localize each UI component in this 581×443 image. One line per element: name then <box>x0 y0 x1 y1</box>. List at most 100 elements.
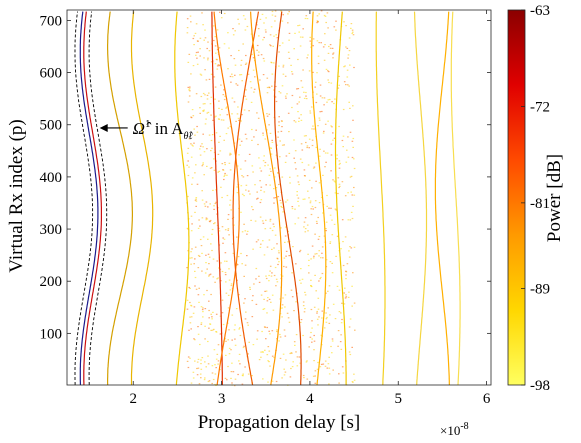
scatter-point <box>235 308 238 310</box>
x-tick-label: 4 <box>306 391 314 407</box>
scatter-point <box>239 327 241 329</box>
scatter-point <box>208 263 210 265</box>
scatter-point <box>290 367 292 370</box>
scatter-point <box>202 146 204 148</box>
scatter-point <box>346 263 349 265</box>
scatter-point <box>196 361 199 363</box>
scatter-point <box>271 141 274 143</box>
scatter-point <box>238 360 240 362</box>
scatter-point <box>258 35 260 37</box>
scatter-point <box>216 29 219 31</box>
scatter-point <box>210 96 213 98</box>
colorbar-tick-label: -98 <box>530 378 550 394</box>
scatter-point <box>345 25 347 27</box>
scatter-point <box>276 144 278 146</box>
scatter-point <box>256 44 259 47</box>
scatter-point <box>281 206 283 208</box>
scatter-point <box>197 51 199 53</box>
scatter-point <box>236 192 239 194</box>
scatter-point <box>338 311 341 313</box>
scatter-point <box>279 92 282 94</box>
scatter-point <box>250 33 253 35</box>
scatter-point <box>263 191 266 193</box>
scatter-point <box>234 344 237 346</box>
scatter-point <box>338 75 340 77</box>
scatter-point <box>264 138 267 140</box>
scatter-point <box>240 64 242 66</box>
scatter-point <box>214 86 217 88</box>
scatter-point <box>274 266 277 269</box>
scatter-point <box>243 195 245 197</box>
scatter-point <box>290 352 293 354</box>
scatter-point <box>298 356 301 358</box>
scatter-point <box>193 142 195 144</box>
scatter-point <box>275 34 277 36</box>
scatter-point <box>328 81 330 84</box>
scatter-point <box>308 179 311 181</box>
scatter-point <box>307 190 309 192</box>
scatter-point <box>229 152 231 154</box>
series-line-18 <box>450 11 461 386</box>
scatter-point <box>354 329 356 331</box>
scatter-point <box>205 366 207 368</box>
scatter-point <box>313 349 315 351</box>
scatter-point <box>327 71 330 73</box>
scatter-point <box>329 314 331 316</box>
scatter-point <box>338 382 340 384</box>
scatter-point <box>316 72 318 74</box>
scatter-point <box>193 128 195 130</box>
scatter-point <box>217 64 220 66</box>
scatter-point <box>260 189 262 191</box>
scatter-point <box>314 206 317 209</box>
scatter-point <box>308 259 310 261</box>
scatter-point <box>279 333 281 336</box>
scatter-point <box>245 54 247 57</box>
scatter-point <box>244 29 247 31</box>
scatter-point <box>246 255 248 257</box>
scatter-point <box>349 353 352 356</box>
scatter-point <box>192 312 195 314</box>
scatter-point <box>284 235 287 237</box>
scatter-point <box>348 37 351 39</box>
scatter-point <box>221 270 224 273</box>
scatter-point <box>265 290 268 292</box>
scatter-point <box>229 75 232 78</box>
scatter-point <box>308 147 310 149</box>
scatter-point <box>193 306 196 308</box>
scatter-point <box>271 380 274 382</box>
scatter-point <box>322 46 325 48</box>
scatter-point <box>265 17 267 19</box>
scatter-point <box>277 136 279 138</box>
scatter-point <box>187 147 190 149</box>
scatter-point <box>322 212 324 214</box>
scatter-point <box>223 89 225 91</box>
scatter-point <box>274 167 276 169</box>
scatter-point <box>268 298 271 300</box>
scatter-point <box>316 40 319 42</box>
scatter-point <box>270 275 273 277</box>
scatter-point <box>207 380 210 383</box>
scatter-point <box>306 224 309 226</box>
scatter-point <box>307 230 309 232</box>
scatter-point <box>203 379 206 381</box>
scatter-point <box>194 134 196 136</box>
scatter-point <box>244 230 247 232</box>
scatter-point <box>213 349 216 351</box>
scatter-point <box>219 114 221 116</box>
scatter-point <box>232 371 235 373</box>
scatter-point <box>199 145 202 147</box>
scatter-point <box>325 68 328 70</box>
scatter-point <box>269 365 271 367</box>
scatter-point <box>197 326 199 328</box>
scatter-point <box>204 272 207 274</box>
scatter-point <box>321 310 324 312</box>
scatter-point <box>294 121 297 123</box>
scatter-point <box>224 377 227 379</box>
scatter-point <box>208 92 210 94</box>
scatter-point <box>278 261 280 263</box>
scatter-point <box>224 229 227 231</box>
scatter-point <box>310 308 313 311</box>
scatter-point <box>245 89 247 91</box>
scatter-point <box>242 15 245 17</box>
scatter-point <box>305 141 307 144</box>
